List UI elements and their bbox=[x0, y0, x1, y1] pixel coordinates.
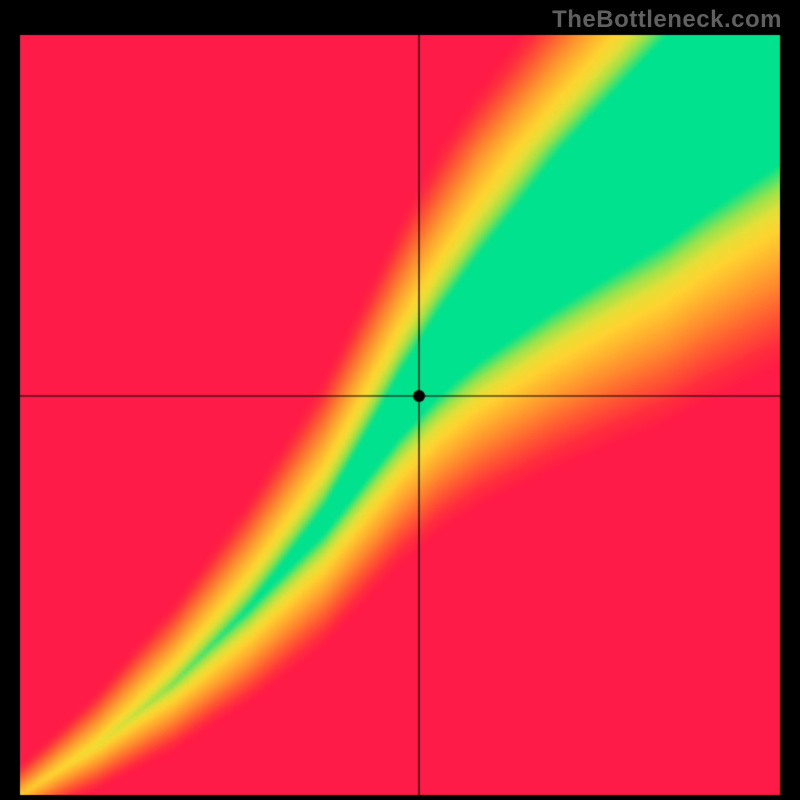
bottleneck-heatmap bbox=[0, 0, 800, 800]
chart-container: TheBottleneck.com bbox=[0, 0, 800, 800]
watermark-label: TheBottleneck.com bbox=[552, 6, 782, 34]
